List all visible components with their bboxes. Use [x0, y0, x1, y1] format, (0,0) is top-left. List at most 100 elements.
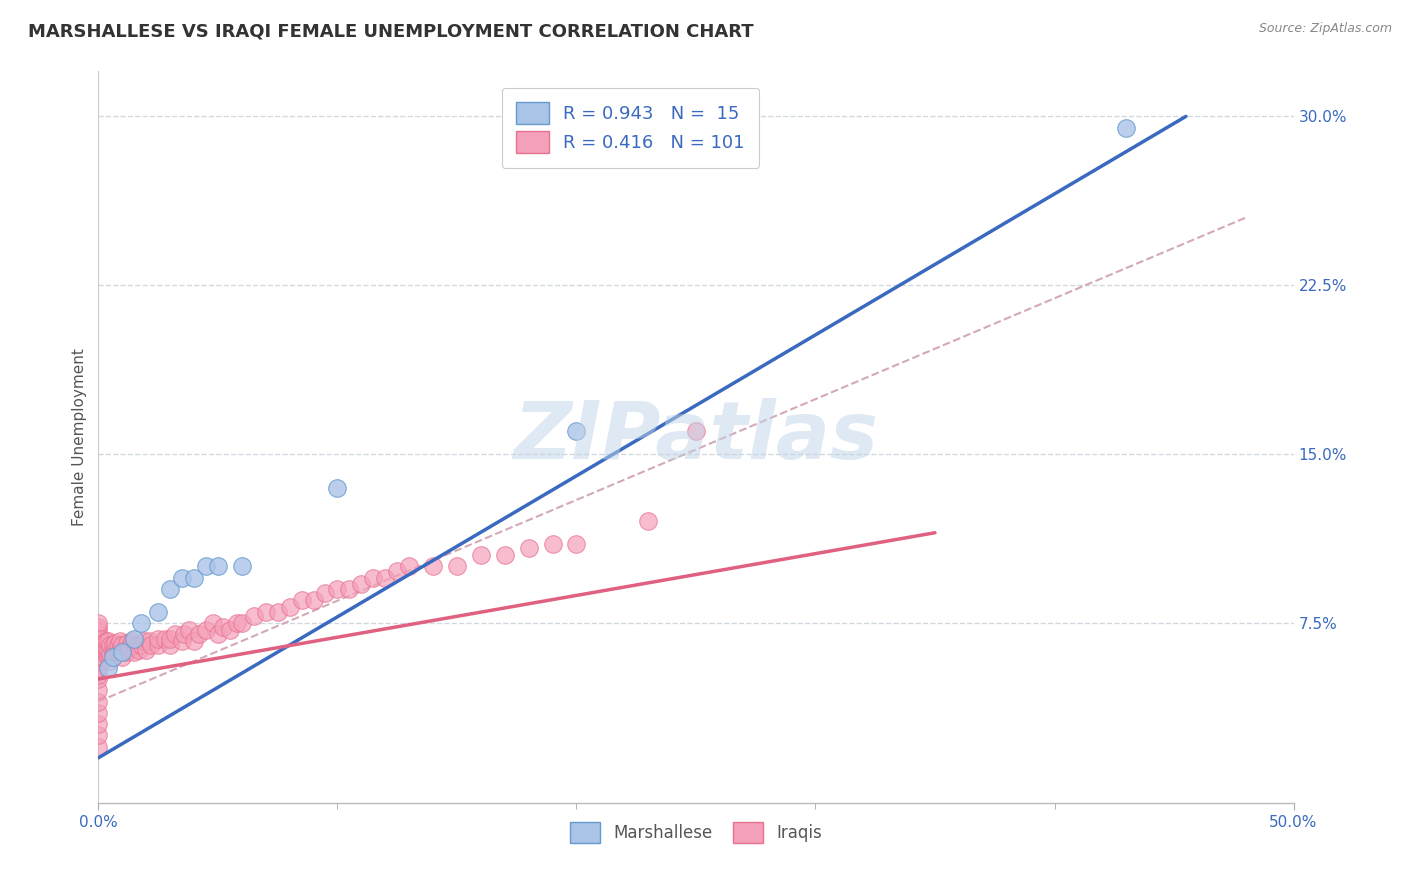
Point: [350, 577, 373, 591]
Point: [128, 642, 150, 657]
Point: [98, 638, 122, 652]
Point: [87, 739, 110, 754]
Point: [494, 548, 516, 562]
Point: [195, 623, 218, 637]
Point: [91, 649, 114, 664]
Point: [87, 706, 110, 720]
Point: [302, 593, 325, 607]
Point: [207, 559, 229, 574]
Point: [91, 642, 114, 657]
Point: [637, 515, 659, 529]
Point: [97, 633, 120, 648]
Point: [226, 615, 249, 630]
Point: [211, 620, 233, 634]
Point: [124, 632, 146, 646]
Point: [107, 638, 129, 652]
Point: [374, 571, 396, 585]
Point: [326, 582, 349, 596]
Point: [87, 623, 110, 637]
Point: [94, 645, 117, 659]
Point: [155, 632, 177, 646]
Point: [104, 636, 127, 650]
Point: [422, 559, 444, 574]
Text: MARSHALLESE VS IRAQI FEMALE UNEMPLOYMENT CORRELATION CHART: MARSHALLESE VS IRAQI FEMALE UNEMPLOYMENT…: [28, 22, 754, 40]
Point: [114, 642, 136, 657]
Point: [517, 541, 540, 556]
Point: [111, 638, 134, 652]
Point: [195, 559, 218, 574]
Point: [363, 571, 385, 585]
Point: [87, 661, 110, 675]
Point: [231, 615, 253, 630]
Point: [115, 645, 138, 659]
Point: [1115, 120, 1137, 135]
Point: [98, 647, 122, 661]
Point: [97, 649, 120, 664]
Point: [159, 632, 181, 646]
Point: [87, 638, 110, 652]
Point: [87, 645, 110, 659]
Point: [159, 638, 181, 652]
Point: [98, 654, 122, 668]
Point: [125, 638, 148, 652]
Point: [135, 642, 157, 657]
Point: [87, 654, 110, 668]
Point: [163, 627, 186, 641]
Point: [148, 638, 170, 652]
Point: [111, 649, 134, 664]
Point: [87, 717, 110, 731]
Point: [101, 649, 124, 664]
Point: [87, 683, 110, 698]
Point: [278, 599, 301, 614]
Point: [97, 661, 120, 675]
Point: [87, 615, 110, 630]
Point: [172, 633, 194, 648]
Point: [243, 609, 266, 624]
Point: [219, 623, 242, 637]
Point: [446, 559, 468, 574]
Point: [87, 672, 110, 686]
Point: [267, 605, 290, 619]
Point: [104, 642, 127, 657]
Point: [159, 582, 181, 596]
Point: [172, 571, 194, 585]
Point: [565, 425, 588, 439]
Point: [115, 636, 138, 650]
Point: [90, 645, 112, 659]
Point: [90, 649, 112, 664]
Point: [398, 559, 420, 574]
Point: [87, 661, 110, 675]
Point: [326, 481, 349, 495]
Point: [87, 728, 110, 742]
Point: [131, 615, 153, 630]
Point: [124, 645, 146, 659]
Point: [231, 559, 253, 574]
Point: [541, 537, 564, 551]
Y-axis label: Female Unemployment: Female Unemployment: [72, 348, 87, 526]
Point: [207, 627, 229, 641]
Point: [685, 425, 707, 439]
Point: [121, 633, 143, 648]
Point: [108, 642, 131, 657]
Point: [183, 633, 205, 648]
Point: [202, 615, 225, 630]
Legend: Marshallese, Iraqis: Marshallese, Iraqis: [564, 815, 828, 849]
Point: [339, 582, 361, 596]
Point: [90, 638, 112, 652]
Point: [107, 645, 129, 659]
Point: [139, 638, 162, 652]
Point: [132, 633, 155, 648]
Point: [173, 627, 195, 641]
Point: [87, 649, 110, 664]
Point: [138, 633, 160, 648]
Text: Source: ZipAtlas.com: Source: ZipAtlas.com: [1258, 22, 1392, 36]
Point: [187, 627, 209, 641]
Point: [97, 642, 120, 657]
Point: [118, 640, 141, 655]
Point: [108, 633, 131, 648]
Point: [470, 548, 492, 562]
Point: [148, 632, 170, 646]
Point: [315, 586, 337, 600]
Point: [87, 627, 110, 641]
Point: [91, 636, 114, 650]
